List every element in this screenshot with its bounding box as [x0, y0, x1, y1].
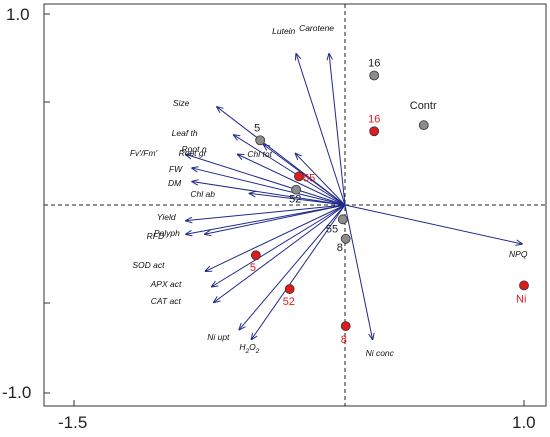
loading-label-chl-tot: Chl tot [247, 149, 272, 159]
sample-label-red-52: 52 [283, 296, 295, 308]
loading-label-dm: DM [168, 178, 182, 188]
sample-label-red-8: 8 [341, 334, 347, 346]
y-tick-label-top: 1.0 [6, 5, 30, 24]
loading-arrow-ni-conc [344, 204, 373, 339]
loading-label-ni-upt: Ni upt [207, 332, 230, 342]
loading-label-carotene: Carotene [299, 23, 334, 33]
loading-label-size: Size [173, 98, 190, 108]
loading-arrow-root-gr [238, 154, 346, 206]
sample-point-red-5 [250, 250, 261, 261]
sample-label-red-ni: Ni [516, 293, 526, 305]
loading-arrow-fv-fm [186, 154, 346, 206]
loading-arrows [186, 54, 522, 340]
sample-point-red-ni [519, 280, 529, 291]
loading-label-polyph: Polyph [154, 228, 180, 238]
loading-label-npq: NPQ [509, 249, 528, 259]
loading-arrow-chl-ab [249, 193, 346, 206]
loading-label-leaf-th: Leaf th [172, 128, 198, 138]
loading-arrow-npq [344, 204, 522, 244]
loading-arrow-ni-upt [239, 204, 346, 330]
sample-label-grey-5: 5 [254, 122, 260, 134]
loading-arrow-yield [186, 204, 346, 221]
loading-label-fw: FW [169, 164, 183, 174]
sample-point-grey-52 [291, 184, 302, 195]
loading-label-root-n: Root n [182, 144, 207, 154]
sample-points [250, 70, 529, 331]
loading-arrow-fw [192, 168, 346, 206]
loading-arrow-dm [192, 182, 346, 206]
y-tick-label-bottom: -1.0 [2, 383, 31, 402]
sample-point-red-16 [369, 126, 380, 137]
loading-arrow-polyph [186, 204, 346, 234]
loading-arrow-chl-tot [295, 153, 346, 206]
loading-label-yield: Yield [157, 212, 176, 222]
loading-arrow-carotene [329, 54, 346, 206]
loading-label-h2o2: H2O2 [239, 342, 259, 355]
x-tick-label-left: -1.5 [58, 413, 87, 432]
sample-label-red-16: 16 [368, 113, 380, 125]
sample-label-red-55: 55 [303, 172, 315, 184]
loading-label-root-gr: Root gr [179, 148, 208, 158]
loading-arrow-h2o2 [251, 204, 346, 339]
sample-point-grey-contr [418, 120, 429, 131]
loading-label-apx-act: APX act [150, 279, 182, 289]
loading-arrow-apx-act [212, 204, 346, 287]
loading-label-rfd: RFD [147, 231, 164, 241]
sample-label-red-5: 5 [250, 262, 256, 274]
sample-point-red-52 [284, 284, 295, 294]
sample-label-grey-contr: Contr [410, 100, 437, 112]
loading-label-chl-ab: Chl ab [190, 189, 215, 199]
loading-arrow-cat-act [214, 204, 346, 302]
loading-arrow-lutein [296, 54, 346, 206]
loading-label-lutein: Lutein [272, 26, 295, 36]
loading-label-cat-act: CAT act [151, 296, 182, 306]
loading-arrow-sod-act [205, 204, 346, 271]
sample-label-grey-52: 52 [289, 194, 301, 206]
sample-point-grey-55 [337, 214, 348, 225]
x-tick-label-right: 1.0 [512, 413, 536, 432]
sample-point-grey-5 [255, 135, 266, 146]
loading-label-fv-fm: Fv'/Fm' [130, 148, 158, 158]
loading-arrow-leaf-th [234, 135, 346, 206]
loading-label-sod-act: SOD act [132, 260, 165, 270]
sample-label-grey-55: 55 [326, 223, 338, 235]
sample-label-grey-16: 16 [368, 58, 380, 70]
loading-arrow-rfd [205, 204, 346, 234]
sample-label-grey-8: 8 [337, 242, 343, 254]
plot-frame [43, 3, 547, 407]
loading-label-ni-conc: Ni conc [366, 348, 395, 358]
sample-point-red-55 [294, 171, 304, 182]
sample-point-red-8 [340, 321, 351, 331]
loading-arrow-root-n [264, 145, 346, 206]
sample-point-grey-16 [369, 70, 380, 81]
sample-point-grey-8 [340, 233, 351, 244]
